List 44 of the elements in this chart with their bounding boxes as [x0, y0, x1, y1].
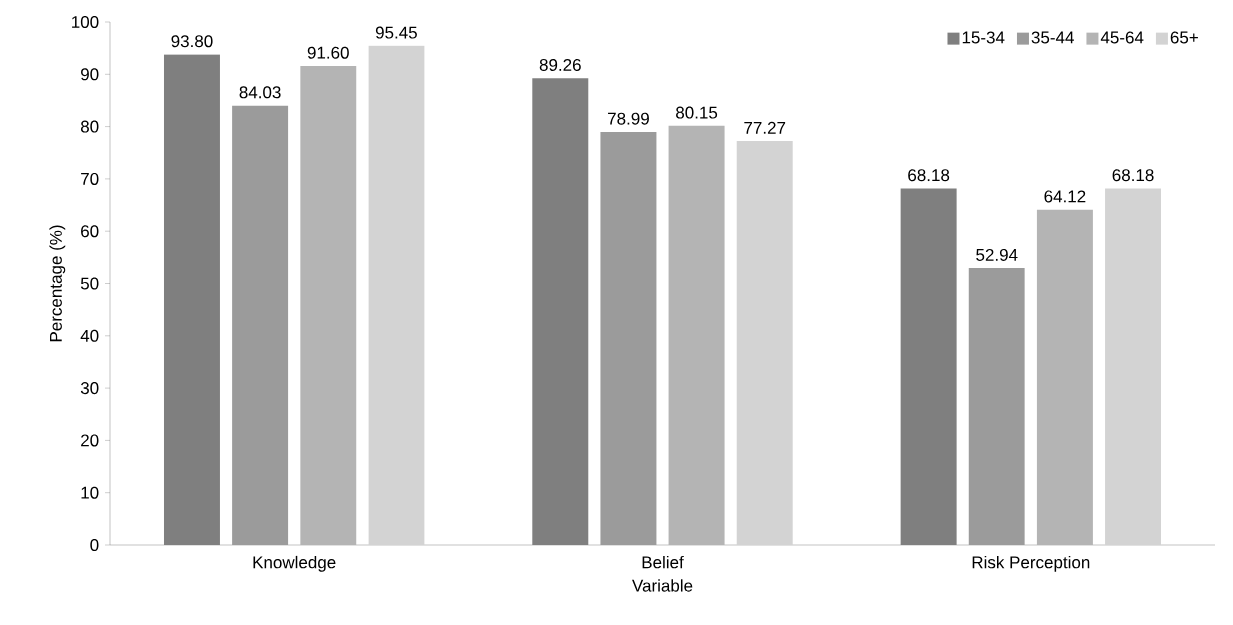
legend-label: 15-34 [962, 31, 1005, 44]
y-tick-label: 60 [81, 225, 99, 238]
x-tick-label: Knowledge [253, 555, 336, 572]
bar [232, 105, 289, 545]
bar [1105, 188, 1162, 545]
data-label: 84.03 [239, 86, 281, 99]
legend-label: 65+ [1170, 31, 1198, 44]
y-tick-label: 100 [72, 15, 99, 29]
bar [163, 54, 220, 545]
data-label: 68.18 [1112, 169, 1154, 182]
bar [368, 45, 425, 545]
y-tick-label: 30 [80, 382, 99, 395]
y-tick-label: 40 [80, 329, 99, 342]
y-tick-label: 70 [81, 172, 99, 185]
legend-label: 35-44 [1031, 31, 1074, 44]
bar [600, 131, 657, 545]
legend-label: 45-64 [1100, 31, 1144, 44]
data-label: 95.45 [375, 26, 417, 39]
bar [300, 65, 357, 545]
y-axis-title: Percentage (%) [49, 225, 66, 342]
bar [968, 268, 1025, 545]
data-label: 78.99 [608, 112, 649, 125]
data-label: 77.27 [744, 121, 786, 134]
y-tick-label: 50 [80, 277, 99, 290]
data-label: 64.12 [1044, 190, 1086, 203]
bar [1036, 209, 1093, 545]
data-label: 89.26 [539, 58, 581, 71]
y-tick-label: 10 [81, 486, 99, 499]
bar [736, 140, 793, 545]
data-label: 68.18 [908, 169, 950, 182]
data-label: 93.80 [171, 35, 213, 48]
bar [668, 125, 725, 545]
y-tick-label: 80 [80, 120, 99, 133]
data-label: 52.94 [976, 248, 1018, 261]
x-tick-label: Risk Perception [972, 555, 1090, 572]
data-label: 91.60 [307, 46, 349, 59]
x-tick-label: Belief [642, 555, 684, 569]
bar [900, 188, 957, 545]
bar [532, 78, 589, 545]
y-tick-label: 0 [90, 538, 99, 552]
y-tick-label: 20 [81, 434, 99, 447]
x-axis-title: Variable [632, 579, 693, 592]
y-tick-label: 90 [81, 68, 99, 81]
data-label: 80.15 [676, 106, 718, 119]
